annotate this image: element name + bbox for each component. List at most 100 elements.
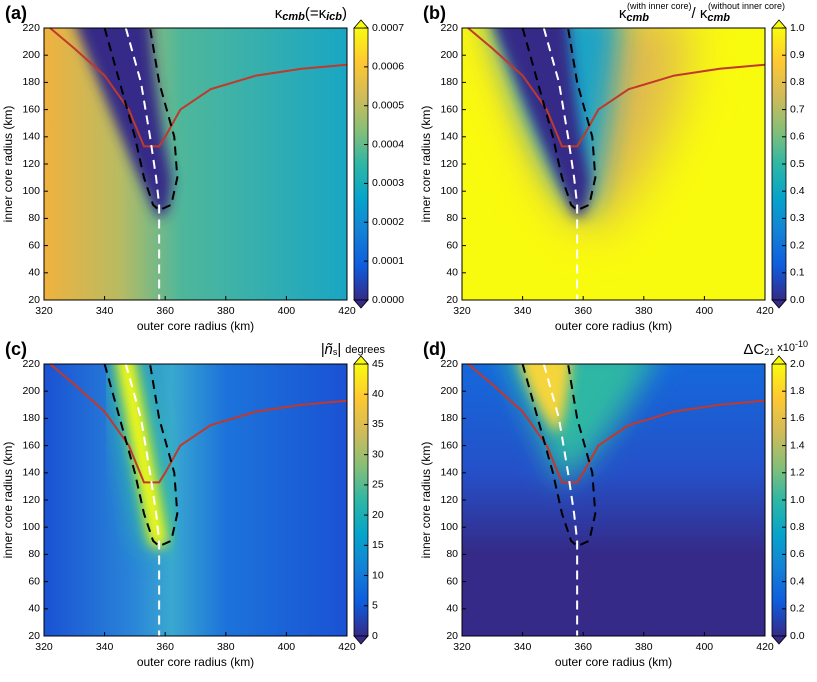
y-tick-label: 60	[28, 575, 40, 587]
curve	[542, 27, 579, 300]
heatmap-d	[462, 364, 765, 636]
colorbar-tick-label: 1.0	[790, 494, 805, 506]
x-tick-label: 380	[217, 305, 235, 317]
colorbar-tick-label: 1.6	[790, 412, 805, 424]
panel-label: (a)	[5, 3, 27, 23]
colorbar-tick-label: 30	[372, 448, 384, 460]
y-tick-label: 160	[440, 103, 458, 115]
y-tick-label: 180	[440, 76, 458, 88]
curve	[542, 363, 579, 636]
y-tick-label: 140	[440, 131, 458, 143]
y-tick-label: 220	[22, 22, 40, 34]
x-tick-label: 340	[96, 641, 114, 653]
colorbar-extend	[771, 635, 787, 645]
colorbar-tick-label: 0.0005	[372, 99, 404, 111]
colorbar-extend	[771, 299, 787, 309]
y-tick-label: 100	[440, 521, 458, 533]
x-axis-label: outer core radius (km)	[555, 319, 672, 333]
y-tick-label: 220	[440, 22, 458, 34]
x-tick-label: 400	[696, 641, 714, 653]
colorbar-title: κcmb(with inner core)/ κcmb(without inne…	[619, 1, 785, 24]
y-axis-label: inner core radius (km)	[1, 106, 15, 223]
y-tick-label: 220	[440, 358, 458, 370]
y-tick-label: 200	[22, 49, 40, 61]
colorbar-tick-label: 1.8	[790, 385, 805, 397]
colorbar-tick-label: 15	[372, 539, 384, 551]
y-tick-label: 180	[440, 412, 458, 424]
x-tick-label: 320	[453, 641, 471, 653]
x-tick-label: 380	[635, 641, 653, 653]
colorbar-tick-label: 0.0	[790, 294, 805, 306]
x-tick-label: 420	[338, 305, 356, 317]
colorbar-tick-label: 0.0001	[372, 255, 404, 267]
colorbar-tick-label: 5	[372, 600, 378, 612]
y-tick-label: 40	[28, 603, 40, 615]
y-tick-label: 140	[22, 467, 40, 479]
colorbar-extend	[353, 355, 369, 365]
colorbar-tick-label: 0.4	[790, 575, 805, 587]
colorbar-extend	[771, 19, 787, 29]
x-tick-label: 340	[96, 305, 114, 317]
y-tick-label: 100	[440, 185, 458, 197]
y-axis-label: inner core radius (km)	[419, 106, 433, 223]
colorbar-tick-label: 0.1	[790, 267, 805, 279]
y-axis-label: inner core radius (km)	[419, 442, 433, 559]
colorbar-tick-label: 2.0	[790, 358, 805, 370]
y-tick-label: 160	[22, 103, 40, 115]
colorbar-tick-label: 0.7	[790, 103, 805, 115]
colorbar-extend	[771, 355, 787, 365]
panel-label: (d)	[423, 339, 446, 359]
curve	[103, 363, 179, 548]
y-tick-label: 160	[440, 439, 458, 451]
curve	[467, 363, 766, 484]
colorbar-tick-label: 1.4	[790, 439, 805, 451]
colorbar-tick-label: 0.9	[790, 49, 805, 61]
curve	[49, 27, 348, 148]
colorbar-tick-label: 0.0007	[372, 22, 404, 34]
y-tick-label: 140	[440, 467, 458, 479]
y-tick-label: 20	[446, 630, 458, 642]
panel-label: (c)	[5, 339, 27, 359]
x-tick-label: 340	[514, 641, 532, 653]
y-tick-label: 20	[446, 294, 458, 306]
colorbar-title: |ñs| degrees	[321, 341, 386, 358]
y-tick-label: 120	[440, 494, 458, 506]
y-tick-label: 20	[28, 630, 40, 642]
curve	[124, 363, 161, 636]
colorbar-tick-label: 0.0004	[372, 138, 404, 150]
x-tick-label: 420	[756, 641, 774, 653]
x-tick-label: 340	[514, 305, 532, 317]
x-tick-label: 320	[35, 641, 53, 653]
curve	[521, 27, 597, 212]
x-axis-label: outer core radius (km)	[555, 655, 672, 669]
colorbar-tick-label: 0.6	[790, 131, 805, 143]
y-tick-label: 80	[446, 212, 458, 224]
y-tick-label: 80	[446, 548, 458, 560]
y-tick-label: 200	[440, 49, 458, 61]
y-tick-label: 20	[28, 294, 40, 306]
y-tick-label: 200	[440, 385, 458, 397]
x-tick-label: 400	[696, 305, 714, 317]
y-tick-label: 120	[440, 158, 458, 170]
y-tick-label: 140	[22, 131, 40, 143]
colorbar	[353, 27, 369, 301]
y-tick-label: 40	[28, 267, 40, 279]
heatmap-c	[44, 364, 347, 636]
y-axis-label: inner core radius (km)	[1, 442, 15, 559]
y-tick-label: 100	[22, 185, 40, 197]
colorbar-tick-label: 0.6	[790, 548, 805, 560]
curve	[467, 27, 766, 148]
colorbar-tick-label: 0.2	[790, 239, 805, 251]
colorbar-tick-label: 0.0002	[372, 216, 404, 228]
heatmap-a	[44, 28, 347, 300]
y-tick-label: 40	[446, 603, 458, 615]
x-tick-label: 360	[156, 305, 174, 317]
colorbar-tick-label: 0.3	[790, 212, 805, 224]
curve	[49, 363, 348, 484]
x-tick-label: 320	[453, 305, 471, 317]
colorbar-tick-label: 20	[372, 509, 384, 521]
colorbar-tick-label: 25	[372, 479, 384, 491]
colorbar-tick-label: 40	[372, 388, 384, 400]
y-tick-label: 60	[446, 239, 458, 251]
colorbar-tick-label: 0.2	[790, 603, 805, 615]
